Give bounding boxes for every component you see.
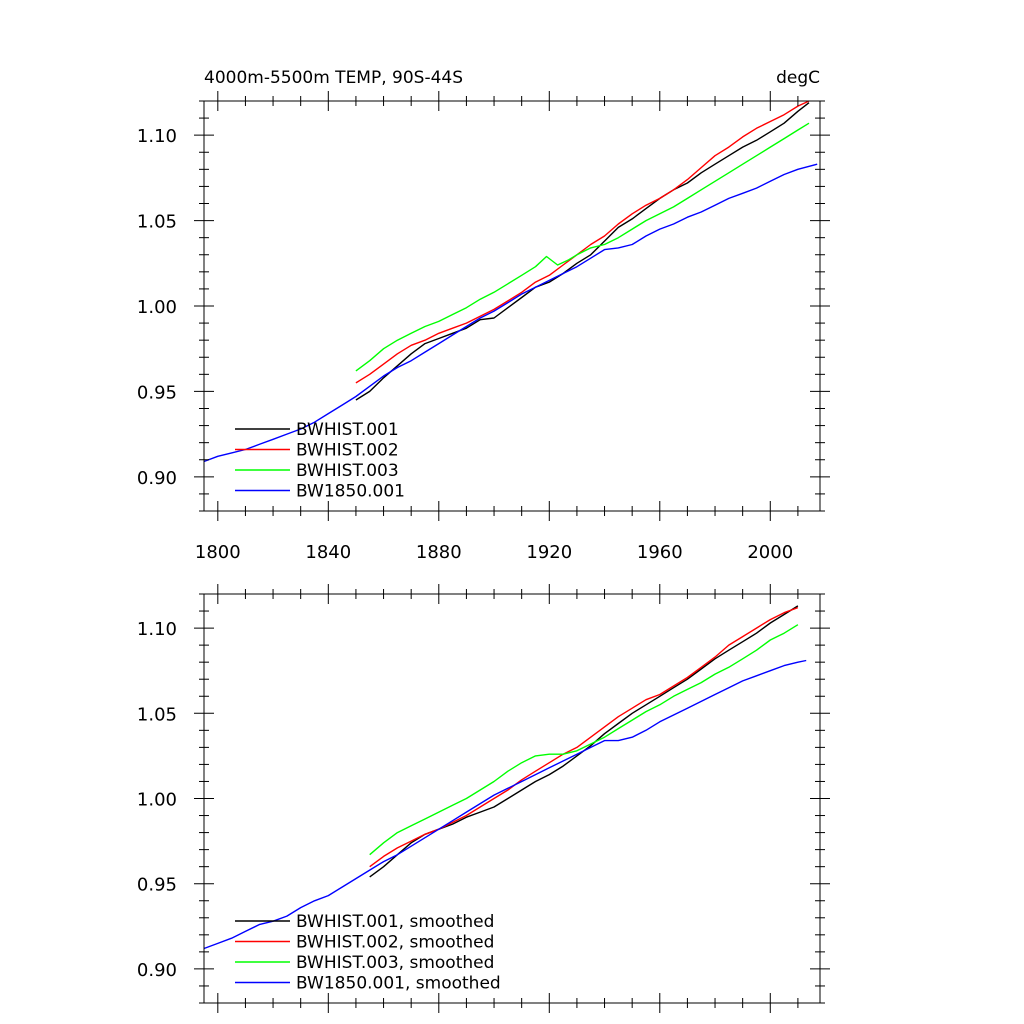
y-tick-label: 1.00 bbox=[137, 297, 177, 318]
x-tick-label: 2000 bbox=[747, 542, 793, 563]
x-tick-label: 1880 bbox=[416, 542, 462, 563]
y-tick-label: 0.95 bbox=[137, 875, 177, 896]
series-line-0-1 bbox=[355, 100, 810, 384]
legend-label: BWHIST.001, smoothed bbox=[296, 912, 494, 932]
y-tick-label: 1.05 bbox=[137, 704, 177, 725]
y-tick-label: 0.90 bbox=[137, 960, 177, 981]
legend-label: BWHIST.003 bbox=[296, 461, 399, 481]
units-label: degC bbox=[776, 68, 820, 88]
legend-label: BWHIST.002 bbox=[296, 441, 399, 461]
series-line-0-2 bbox=[355, 122, 810, 372]
legend-label: BWHIST.001 bbox=[296, 420, 399, 440]
x-tick-label: 1800 bbox=[195, 542, 241, 563]
y-tick-label: 0.95 bbox=[137, 382, 177, 403]
series-line-0-3 bbox=[203, 163, 818, 463]
series-line-0-0 bbox=[355, 102, 810, 401]
x-tick-label: 1840 bbox=[305, 542, 351, 563]
legend-label: BWHIST.002, smoothed bbox=[296, 933, 494, 953]
y-tick-label: 0.90 bbox=[137, 468, 177, 489]
x-tick-label: 1920 bbox=[526, 542, 572, 563]
series-line-1-2 bbox=[369, 624, 799, 856]
x-tick-label: 1960 bbox=[637, 542, 683, 563]
y-tick-label: 1.10 bbox=[137, 126, 177, 147]
y-tick-label: 1.00 bbox=[137, 790, 177, 811]
y-tick-label: 1.10 bbox=[137, 619, 177, 640]
series-line-1-0 bbox=[369, 605, 799, 878]
top-chart-panel: 4000m-5500m TEMP, 90S-44S degC 1800 1840 1… bbox=[137, 68, 830, 563]
y-tick-label: 1.05 bbox=[137, 212, 177, 233]
bottom-chart-panel: 0.90 0.95 1.00 1.05 1.10 BWHIST.001, smoothed… bbox=[137, 584, 830, 1013]
chart-title: 4000m-5500m TEMP, 90S-44S bbox=[204, 68, 463, 88]
legend-label: BW1850.001, smoothed bbox=[296, 974, 501, 994]
legend-label: BWHIST.003, smoothed bbox=[296, 953, 494, 973]
legend-label: BW1850.001 bbox=[296, 482, 405, 502]
series-line-1-3 bbox=[203, 659, 807, 950]
